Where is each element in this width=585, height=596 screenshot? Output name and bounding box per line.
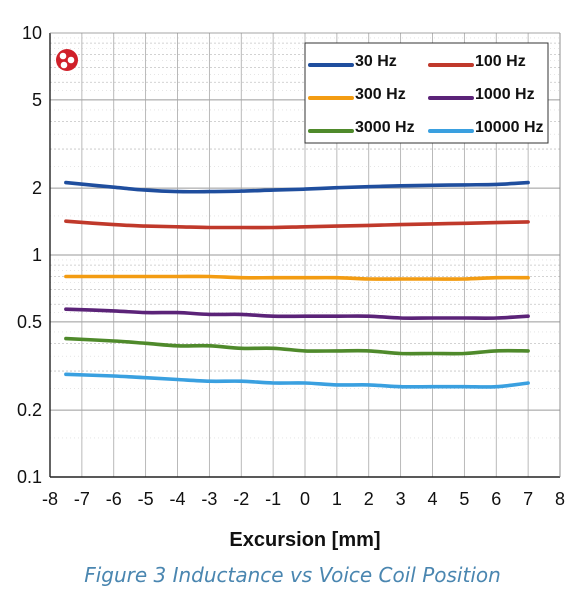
y-tick-label: 10 (22, 23, 42, 43)
series-line-100-hz (64, 219, 530, 230)
chart-legend: 30 Hz 100 Hz 300 Hz 1000 Hz 3000 Hz 10000 Hz (304, 42, 549, 144)
x-axis-label: Excursion [mm] (229, 529, 380, 551)
y-tick-label: 0.2 (17, 400, 42, 420)
x-tick-label: -8 (42, 489, 58, 509)
x-tick-label: -4 (169, 489, 185, 509)
x-tick-label: 4 (427, 489, 437, 509)
x-tick-label: 2 (364, 489, 374, 509)
y-tick-label: 1 (32, 245, 42, 265)
y-tick-labels: 0.1 0.2 0.5 1 2 5 10 (17, 23, 42, 487)
x-tick-label: -3 (201, 489, 217, 509)
x-tick-label: 8 (555, 489, 565, 509)
legend-label: 10000 Hz (475, 119, 544, 136)
y-tick-label: 0.5 (17, 312, 42, 332)
x-tick-label: -2 (233, 489, 249, 509)
legend-label: 100 Hz (475, 53, 526, 70)
x-tick-labels: -8 -7 -6 -5 -4 -3 -2 -1 0 1 2 3 4 5 6 7 8 (42, 489, 565, 509)
series-line-1000-hz (64, 307, 530, 320)
x-tick-label: 1 (332, 489, 342, 509)
x-tick-label: 0 (300, 489, 310, 509)
figure-caption: Figure 3 Inductance vs Voice Coil Positi… (84, 563, 501, 587)
series-line-3000-hz (64, 336, 530, 356)
x-tick-label: 3 (396, 489, 406, 509)
x-tick-label: -1 (265, 489, 281, 509)
y-tick-label: 5 (32, 90, 42, 110)
x-tick-label: 6 (491, 489, 501, 509)
chart-series (64, 180, 530, 389)
x-tick-label: -6 (106, 489, 122, 509)
red-circle-logo-icon (56, 49, 78, 71)
x-tick-label: -7 (74, 489, 90, 509)
x-tick-label: -5 (138, 489, 154, 509)
y-tick-label: 0.1 (17, 467, 42, 487)
series-line-10000-hz (64, 372, 530, 389)
legend-label: 300 Hz (355, 86, 406, 103)
y-tick-label: 2 (32, 178, 42, 198)
legend-label: 30 Hz (355, 53, 397, 70)
x-tick-label: 7 (523, 489, 533, 509)
series-line-300-hz (64, 274, 530, 281)
series-line-30-hz (64, 180, 530, 194)
legend-label: 3000 Hz (355, 119, 415, 136)
chart-axes (49, 32, 561, 478)
legend-label: 1000 Hz (475, 86, 535, 103)
x-tick-label: 5 (459, 489, 469, 509)
